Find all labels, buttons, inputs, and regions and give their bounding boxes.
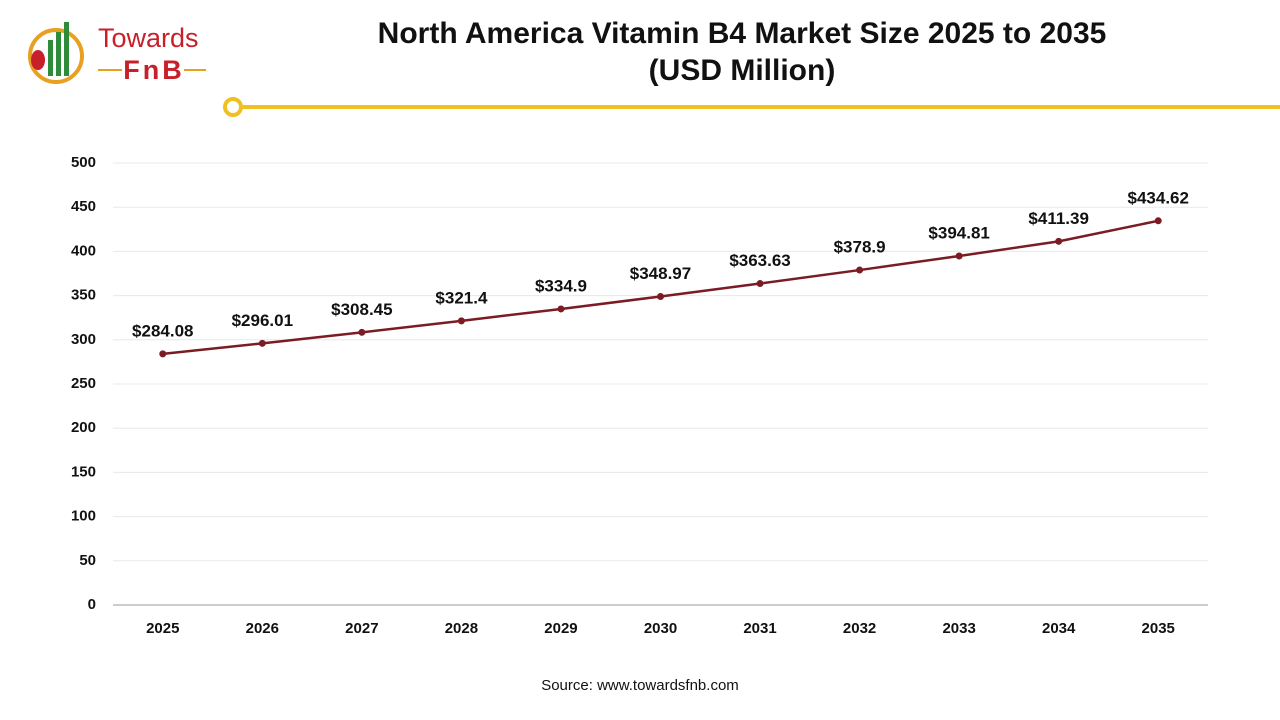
y-tick-label: 400 <box>71 242 96 259</box>
value-label: $348.97 <box>630 264 691 283</box>
chart-subtitle: (USD Million) <box>649 54 836 87</box>
logo-spoon <box>31 50 45 70</box>
y-tick-label: 0 <box>88 596 96 613</box>
x-tick-label: 2032 <box>843 620 876 637</box>
logo-text: Towards <box>98 23 199 53</box>
x-tick-label: 2033 <box>942 620 975 637</box>
x-tick-label: 2028 <box>445 620 478 637</box>
x-tick-label: 2025 <box>146 620 179 637</box>
point <box>1055 237 1063 245</box>
chart-title: North America Vitamin B4 Market Size 202… <box>378 17 1107 50</box>
point <box>756 280 764 288</box>
point <box>457 317 465 325</box>
value-label: $394.81 <box>928 223 989 242</box>
logo: Towards FnB <box>28 22 206 85</box>
y-tick-label: 450 <box>71 198 96 215</box>
x-tick-label: 2029 <box>544 620 577 637</box>
point <box>159 350 167 358</box>
x-tick-label: 2035 <box>1142 620 1175 637</box>
point <box>955 252 963 260</box>
x-tick-label: 2026 <box>246 620 279 637</box>
logo-bar <box>56 32 61 76</box>
value-label: $434.62 <box>1128 188 1189 207</box>
value-label: $378.9 <box>834 238 886 257</box>
logo-bar <box>64 22 69 76</box>
value-label: $321.4 <box>435 288 488 307</box>
x-tick-label: 2031 <box>743 620 776 637</box>
source: Source: www.towardsfnb.com <box>541 677 739 694</box>
value-label: $411.39 <box>1028 209 1089 228</box>
y-tick-label: 350 <box>71 287 96 304</box>
y-tick-label: 100 <box>71 508 96 525</box>
point <box>258 339 266 347</box>
point <box>1154 217 1162 225</box>
y-tick-label: 250 <box>71 375 96 392</box>
x-tick-label: 2034 <box>1042 620 1076 637</box>
y-tick-label: 500 <box>71 154 96 171</box>
logo-text: FnB <box>123 55 184 85</box>
value-label: $334.9 <box>535 276 587 295</box>
value-label: $284.08 <box>132 321 193 340</box>
value-label: $296.01 <box>232 311 293 330</box>
logo-ring <box>28 28 84 84</box>
value-label: $363.63 <box>729 251 790 270</box>
header-dot <box>223 97 243 117</box>
y-tick-label: 200 <box>71 419 96 436</box>
x-tick-label: 2030 <box>644 620 677 637</box>
x-tick-label: 2027 <box>345 620 378 637</box>
logo-bar <box>48 40 53 76</box>
point <box>856 266 864 274</box>
line <box>162 219 1159 356</box>
point <box>557 305 565 313</box>
point <box>657 293 664 301</box>
point <box>358 328 366 336</box>
value-label: $308.45 <box>331 300 392 319</box>
y-tick-label: 300 <box>71 331 96 348</box>
y-tick-label: 50 <box>79 552 96 569</box>
y-tick-label: 150 <box>71 463 96 480</box>
